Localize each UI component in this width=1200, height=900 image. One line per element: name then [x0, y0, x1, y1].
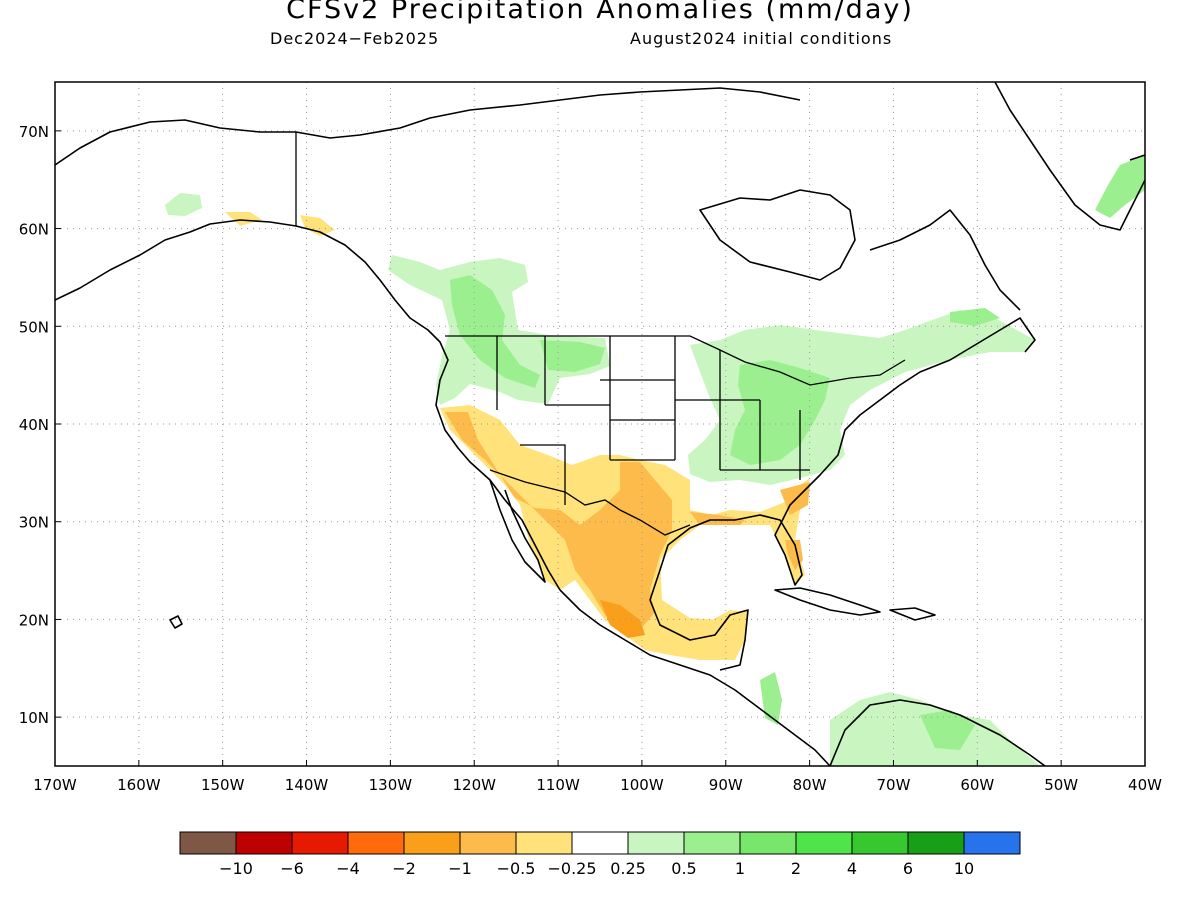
lat-tick-label: 20N — [19, 611, 49, 629]
lon-tick-label: 70W — [877, 776, 911, 794]
coastline-hawaii — [169, 615, 183, 629]
anomaly-field — [165, 155, 1145, 766]
colorbar-label: 1 — [735, 859, 745, 878]
coastline-baja — [489, 479, 546, 583]
coastline-south-america — [829, 699, 1046, 766]
dry-anomaly-georgia — [780, 482, 810, 515]
coastline-cuba — [774, 587, 881, 616]
lon-tick-label: 100W — [620, 776, 664, 794]
coastline-gulf — [649, 317, 1036, 601]
colorbar-swatch — [235, 831, 293, 855]
initial-conditions: August2024 initial conditions — [630, 29, 893, 48]
wet-anomaly-wyoming — [540, 340, 605, 372]
lat-tick-label: 70N — [19, 123, 49, 141]
coastline-hispaniola — [889, 607, 936, 621]
colorbar-swatch — [291, 831, 349, 855]
lon-tick-label: 160W — [117, 776, 161, 794]
colorbar — [179, 831, 1021, 855]
political-borders — [295, 132, 906, 536]
dry-anomaly-bc-coast — [300, 215, 335, 236]
wet-anomaly-alaska — [165, 193, 202, 216]
coastline-mexico-pacific — [559, 589, 831, 766]
wet-anomaly-venezuela — [920, 710, 975, 750]
lon-tick-label: 110W — [536, 776, 580, 794]
colorbar-swatch — [795, 831, 853, 855]
colorbar-label: −10 — [219, 859, 253, 878]
dry-anomaly-alaska-south — [225, 212, 262, 226]
coastlines — [55, 82, 1145, 766]
border-us-mexico — [489, 469, 691, 536]
colorbar-label: −6 — [280, 859, 304, 878]
colorbar-label: −1 — [448, 859, 472, 878]
dry-anomaly-southwest-mexico — [600, 600, 645, 638]
lon-tick-label: 130W — [369, 776, 413, 794]
colorbar-swatch — [459, 831, 517, 855]
colorbar-swatch — [683, 831, 741, 855]
dry-anomaly-yucatan — [712, 610, 748, 650]
coastline-alaska — [55, 219, 561, 591]
colorbar-swatch — [403, 831, 461, 855]
colorbar-label: 0.25 — [610, 859, 646, 878]
lat-tick-label: 50N — [19, 318, 49, 336]
lon-tick-label: 60W — [960, 776, 994, 794]
colorbar-label: −0.5 — [497, 859, 536, 878]
colorbar-label: −2 — [392, 859, 416, 878]
wet-anomaly-ohio-valley — [730, 360, 830, 465]
forecast-period: Dec2024−Feb2025 — [270, 29, 440, 48]
colorbar-labels: −10 −6 −4 −2 −1 −0.5 −0.25 0.25 0.5 1 2 4 6 10 — [219, 859, 974, 878]
lon-tick-label: 90W — [709, 776, 743, 794]
state-lines — [496, 336, 810, 505]
lon-tick-label: 140W — [285, 776, 329, 794]
colorbar-label: 4 — [847, 859, 857, 878]
colorbar-swatch — [571, 831, 629, 855]
colorbar-swatch — [179, 831, 237, 855]
dry-anomaly-mexico-core — [445, 412, 672, 632]
lon-tick-label: 150W — [201, 776, 245, 794]
colorbar-label: 0.5 — [671, 859, 696, 878]
colorbar-swatch — [851, 831, 909, 855]
latitude-axis: 70N 60N 50N 40N 30N 20N 10N — [19, 123, 61, 727]
coastline-greenland-2 — [1129, 154, 1145, 161]
coastline-labrador — [869, 209, 1021, 311]
colorbar-label: 6 — [903, 859, 913, 878]
lat-tick-label: 40N — [19, 416, 49, 434]
border-us-canada — [445, 335, 906, 386]
colorbar-swatch — [739, 831, 797, 855]
colorbar-swatch — [347, 831, 405, 855]
wet-anomaly-rockies — [450, 275, 540, 388]
map-title: CFSv2 Precipitation Anomalies (mm/day) — [286, 0, 914, 25]
lat-tick-label: 60N — [19, 221, 49, 239]
lat-tick-label: 10N — [19, 709, 49, 727]
map-frame — [54, 81, 1146, 767]
lon-tick-label: 120W — [452, 776, 496, 794]
longitude-axis: 170W 160W 150W 140W 130W 120W 110W 100W 90W 80W 70… — [33, 760, 1162, 794]
wet-anomaly-central-america — [760, 672, 782, 725]
lon-tick-label: 40W — [1128, 776, 1162, 794]
colorbar-label: −4 — [336, 859, 360, 878]
colorbar-label: 10 — [954, 859, 974, 878]
map-gridlines — [55, 82, 1145, 766]
colorbar-label: 2 — [791, 859, 801, 878]
colorbar-swatch — [515, 831, 573, 855]
lon-tick-label: 80W — [793, 776, 827, 794]
wet-anomaly-greenland — [1095, 155, 1145, 218]
coastline-greenland — [994, 82, 1145, 231]
lon-tick-label: 170W — [33, 776, 77, 794]
coastline-yucatan — [649, 599, 749, 671]
coastline-hudson-bay — [699, 189, 856, 281]
colorbar-swatch — [963, 831, 1021, 855]
colorbar-swatch — [627, 831, 685, 855]
colorbar-swatch — [907, 831, 965, 855]
coastline-alaska-north — [55, 87, 801, 166]
wet-anomaly-quebec — [950, 308, 1000, 326]
lat-tick-label: 30N — [19, 514, 49, 532]
lon-tick-label: 50W — [1044, 776, 1078, 794]
colorbar-label: −0.25 — [547, 859, 596, 878]
